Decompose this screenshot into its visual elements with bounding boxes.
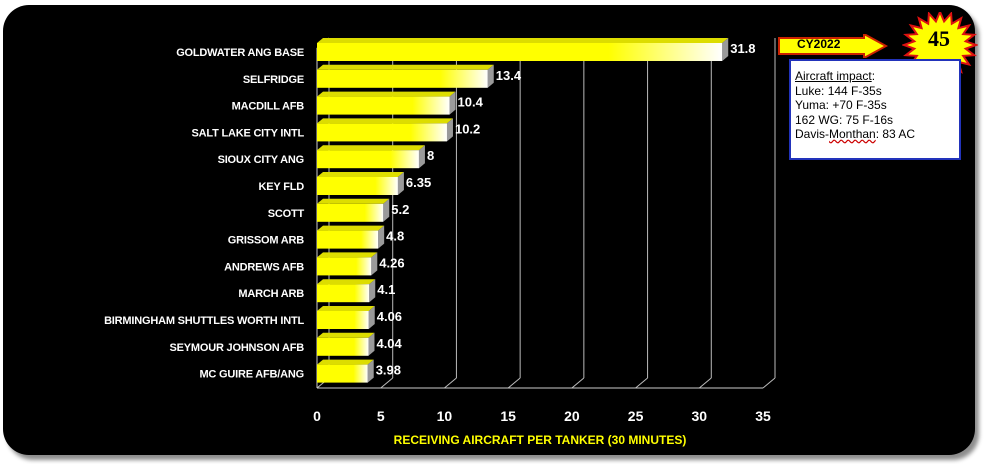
bar-top — [317, 145, 425, 151]
bar-side — [397, 172, 404, 195]
bar-side — [367, 359, 374, 383]
category-label: GOLDWATER ANG BASE — [176, 47, 304, 59]
bar-side — [487, 64, 494, 88]
value-label: 4.04 — [376, 336, 402, 351]
bar — [317, 69, 488, 88]
value-label: 10.4 — [458, 95, 484, 110]
floor-line — [762, 377, 776, 389]
category-label: SELFRIDGE — [243, 74, 304, 86]
impact-line: Yuma: +70 F-35s — [795, 98, 887, 112]
aircraft-impact-box: Aircraft impact: Luke: 144 F-35s Yuma: +… — [789, 59, 961, 160]
tick-label: 25 — [628, 408, 644, 424]
category-label: MARCH ARB — [238, 288, 304, 300]
category-label: ANDREWS AFB — [224, 261, 304, 273]
value-label: 4.06 — [377, 309, 402, 324]
bar — [317, 257, 372, 276]
bar — [317, 123, 447, 142]
bar-top — [317, 279, 376, 285]
category-label: SEYMOUR JOHNSON AFB — [169, 342, 304, 354]
bar — [317, 96, 450, 115]
value-label: 8 — [427, 148, 434, 163]
floor-line — [635, 377, 648, 389]
tick-label: 0 — [313, 408, 321, 424]
bar-top — [317, 172, 404, 177]
category-label: SIOUX CITY ANG — [218, 154, 304, 166]
bar — [317, 203, 384, 222]
burst-number: 45 — [928, 26, 950, 51]
category-label: MACDILL AFB — [232, 101, 305, 113]
value-label: 4.26 — [379, 255, 404, 270]
bar-side — [371, 252, 378, 276]
bar-side — [418, 145, 425, 169]
impact-line: Luke: 144 F-35s — [795, 83, 882, 98]
bar-top — [317, 359, 374, 365]
tick-label: 35 — [755, 408, 771, 424]
value-label: 4.8 — [386, 229, 404, 244]
tick-label: 10 — [437, 408, 453, 424]
tick-label: 15 — [500, 408, 516, 424]
bar-top — [317, 225, 385, 231]
floor-line — [571, 377, 585, 389]
bar-side — [446, 118, 453, 142]
impact-line: 162 WG: 75 F-16s — [795, 112, 894, 127]
value-label: 31.8 — [730, 41, 755, 56]
bar-top — [317, 306, 375, 311]
bar — [317, 311, 369, 329]
floor-line — [507, 377, 521, 389]
value-label: 5.2 — [391, 202, 409, 217]
bar-side — [369, 279, 376, 303]
floor-line — [698, 377, 712, 389]
bar — [317, 177, 398, 195]
impact-line-last: Davis-Monthan: 83 AC — [795, 127, 916, 141]
bar-top — [317, 118, 453, 124]
value-label: 6.35 — [406, 175, 431, 190]
bar — [317, 230, 379, 249]
floor-line — [444, 377, 457, 389]
category-label: SALT LAKE CITY INTL — [191, 127, 304, 139]
tick-label: 5 — [377, 408, 385, 424]
bar-top — [317, 64, 494, 70]
tick-label: 20 — [564, 408, 580, 424]
cy-arrow-banner — [778, 34, 888, 58]
category-label: SCOTT — [268, 208, 305, 220]
bar-top — [317, 332, 375, 338]
category-label: KEY FLD — [259, 181, 305, 193]
impact-title: Aircraft impact — [795, 69, 872, 83]
bar-side — [722, 38, 729, 61]
value-label: 4.1 — [377, 282, 395, 297]
bar — [317, 337, 369, 356]
bar — [317, 284, 370, 303]
category-label: MC GUIRE AFB/ANG — [199, 369, 304, 381]
bar — [317, 43, 723, 61]
cy-label: CY2022 — [797, 37, 841, 51]
bar-side — [378, 225, 385, 249]
bar-top — [317, 198, 390, 204]
x-axis-title: RECEIVING AIRCRAFT PER TANKER (30 MINUTE… — [394, 433, 687, 447]
value-label: 3.98 — [376, 363, 401, 378]
bar — [317, 150, 419, 169]
category-label: BIRMINGHAM SHUTTLES WORTH INTL — [104, 315, 304, 327]
value-label: 13.4 — [496, 68, 522, 83]
floor-line — [380, 377, 394, 389]
bar-side — [368, 306, 375, 329]
bar-top — [317, 38, 729, 43]
bar — [317, 364, 368, 383]
bar-top — [317, 252, 378, 258]
bar-side — [383, 198, 390, 222]
bar-side — [449, 91, 456, 115]
tick-label: 30 — [691, 408, 707, 424]
bar-top — [317, 91, 456, 97]
category-label: GRISSOM ARB — [228, 235, 304, 247]
bar-side — [368, 332, 375, 356]
value-label: 10.2 — [455, 121, 480, 136]
